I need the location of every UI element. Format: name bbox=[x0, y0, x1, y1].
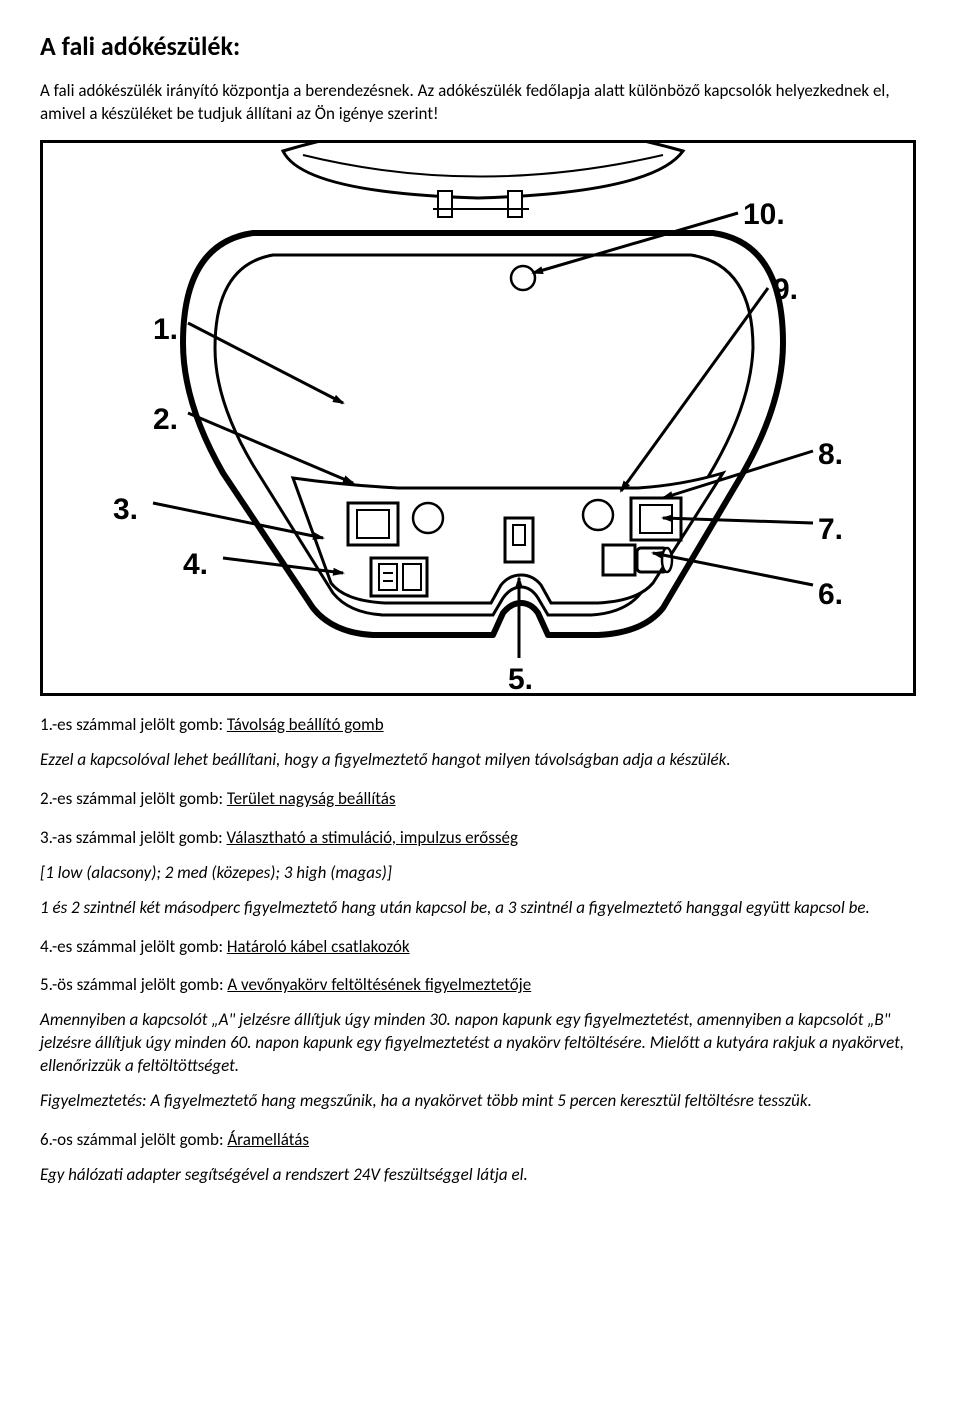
diagram-label: 1. bbox=[153, 313, 178, 347]
diagram-label: 3. bbox=[113, 493, 138, 527]
diagram-label: 4. bbox=[183, 548, 208, 582]
page-title: A fali adókészülék: bbox=[40, 30, 920, 62]
item-heading: 1.-es számmal jelölt gomb: Távolság beál… bbox=[40, 714, 920, 737]
diagram-label: 10. bbox=[743, 198, 785, 232]
item-body-line: Figyelmeztetés: A figyelmeztető hang meg… bbox=[40, 1090, 920, 1113]
item-body-line: 1 és 2 szintnél két másodperc figyelmezt… bbox=[40, 897, 920, 920]
item-block: 4.-es számmal jelölt gomb: Határoló kábe… bbox=[40, 936, 920, 959]
item-block: 3.-as számmal jelölt gomb: Választható a… bbox=[40, 827, 920, 920]
diagram-label: 8. bbox=[818, 438, 843, 472]
item-heading: 3.-as számmal jelölt gomb: Választható a… bbox=[40, 827, 920, 850]
item-heading: 5.-ös számmal jelölt gomb: A vevőnyakörv… bbox=[40, 974, 920, 997]
item-heading: 4.-es számmal jelölt gomb: Határoló kábe… bbox=[40, 936, 920, 959]
item-body-line: Amennyiben a kapcsolót „A" jelzésre állí… bbox=[40, 1009, 920, 1078]
diagram-label: 5. bbox=[508, 663, 533, 697]
diagram-label: 2. bbox=[153, 403, 178, 437]
item-block: 5.-ös számmal jelölt gomb: A vevőnyakörv… bbox=[40, 974, 920, 1113]
item-block: 2.-es számmal jelölt gomb: Terület nagys… bbox=[40, 788, 920, 811]
item-block: 1.-es számmal jelölt gomb: Távolság beál… bbox=[40, 714, 920, 772]
item-block: 6.-os számmal jelölt gomb: Áramellátás Eg… bbox=[40, 1129, 920, 1187]
diagram-label: 9. bbox=[773, 273, 798, 307]
item-body-line: [1 low (alacsony); 2 med (közepes); 3 hi… bbox=[40, 862, 920, 885]
item-body-line: Egy hálózati adapter segítségével a rend… bbox=[40, 1164, 920, 1187]
item-body-line: Ezzel a kapcsolóval lehet beállítani, ho… bbox=[40, 749, 920, 772]
item-heading: 6.-os számmal jelölt gomb: Áramellátás bbox=[40, 1129, 920, 1152]
diagram-label: 6. bbox=[818, 578, 843, 612]
item-heading: 2.-es számmal jelölt gomb: Terület nagys… bbox=[40, 788, 920, 811]
diagram-label: 7. bbox=[818, 513, 843, 547]
intro-paragraph: A fali adókészülék irányító központja a … bbox=[40, 80, 920, 126]
device-diagram: 1. 2. 3. 4. 5. 6. 7. 8. 9. 10. bbox=[40, 140, 916, 696]
